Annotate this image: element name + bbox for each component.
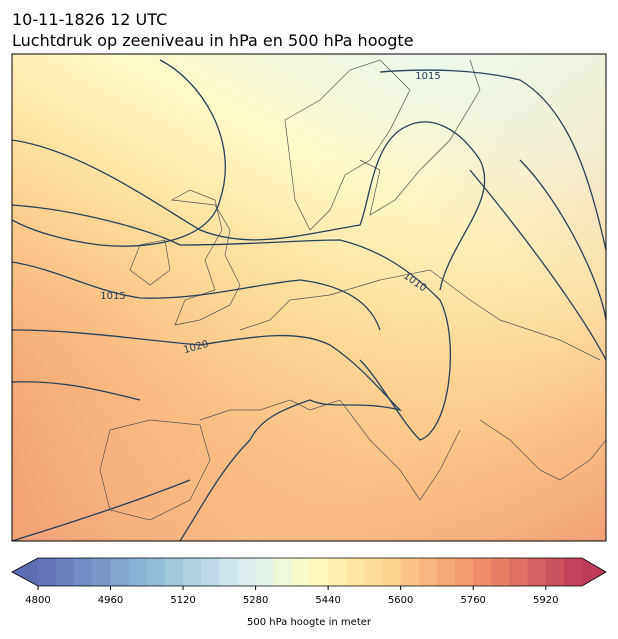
colorbar-band <box>183 558 202 586</box>
colorbar-tick-label: 5440 <box>315 595 340 606</box>
contour-label: 1015 <box>100 291 125 302</box>
colorbar-band <box>255 558 275 586</box>
map-title: Luchtdruk op zeeniveau in hPa en 500 hPa… <box>12 31 414 50</box>
colorbar-band <box>418 558 438 586</box>
colorbar-frame <box>11 557 607 587</box>
colorbar-band <box>455 558 474 586</box>
colorbar-band <box>328 558 347 586</box>
colorbar-band <box>74 558 93 586</box>
colorbar-band <box>382 558 402 586</box>
colorbar-band <box>436 558 456 586</box>
colorbar-band <box>164 558 184 586</box>
colorbar-extend <box>582 558 606 586</box>
colorbar-band <box>545 558 565 586</box>
contour-label: 1015 <box>415 71 440 82</box>
colorbar-band <box>527 558 547 586</box>
colorbar-band <box>237 558 257 586</box>
colorbar: 4800 4960 5120 5280 5440 5600 5760 5920 <box>11 557 607 606</box>
map: 1015 1015 1010 1020 <box>12 54 606 541</box>
colorbar-tick-label: 5120 <box>170 595 195 606</box>
colorbar-tick-label: 5760 <box>460 595 485 606</box>
colorbar-band <box>219 558 238 586</box>
colorbar-tick-label: 5600 <box>388 595 413 606</box>
date-title: 10-11-1826 12 UTC <box>12 10 167 29</box>
colorbar-band <box>56 558 75 586</box>
colorbar-band <box>400 558 420 586</box>
colorbar-tick-label: 5920 <box>533 595 558 606</box>
colorbar-band <box>291 558 311 586</box>
colorbar-band <box>128 558 148 586</box>
colorbar-band <box>473 558 492 586</box>
map-frame <box>11 53 607 542</box>
colorbar-band <box>364 558 384 586</box>
colorbar-band <box>110 558 130 586</box>
colorbar-band <box>509 558 529 586</box>
colorbar-band <box>146 558 166 586</box>
colorbar-band <box>346 558 365 586</box>
colorbar-band <box>273 558 293 586</box>
colorbar-band <box>201 558 220 586</box>
colorbar-band <box>491 558 510 586</box>
colorbar-label: 500 hPa hoogte in meter <box>247 617 372 628</box>
colorbar-band <box>563 558 583 586</box>
colorbar-band <box>38 558 57 586</box>
colorbar-tick-label: 4800 <box>25 595 50 606</box>
colorbar-tick-label: 4960 <box>98 595 123 606</box>
colorbar-extend <box>12 558 38 586</box>
colorbar-band <box>92 558 112 586</box>
colorbar-band <box>310 558 329 586</box>
colorbar-tick-label: 5280 <box>243 595 268 606</box>
